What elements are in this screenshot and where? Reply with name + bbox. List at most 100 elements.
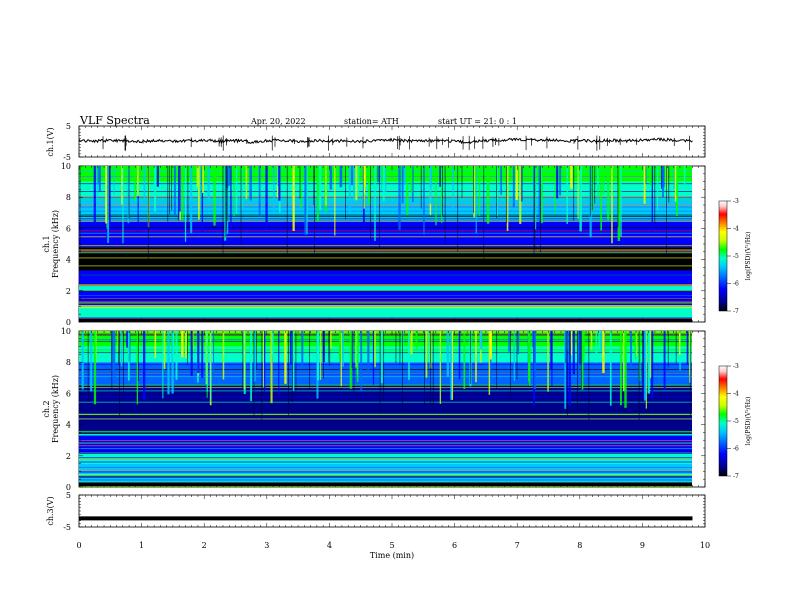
spec1-hline <box>79 227 692 229</box>
spec1-streak <box>515 166 518 201</box>
spec2-streak <box>508 331 510 352</box>
spec2-streak <box>638 331 641 382</box>
spec1-streak <box>339 166 342 188</box>
spec1-spike <box>286 166 288 255</box>
ch1-spectrogram <box>79 166 692 322</box>
spec2-streak <box>463 331 466 390</box>
spec1-spike <box>617 166 619 228</box>
spec2-streak <box>547 331 549 392</box>
spec2-spike <box>642 331 644 403</box>
spec1-streak <box>520 166 523 202</box>
spec1-spike <box>313 166 315 205</box>
spec2-streak <box>181 331 184 358</box>
spec2-hline <box>79 352 692 354</box>
spec1-streak <box>334 166 336 236</box>
spec1-spike <box>378 166 380 250</box>
spec2-streak <box>360 331 363 392</box>
spec1-hline <box>79 236 692 238</box>
spec1-hline <box>79 232 692 234</box>
spec2-hline <box>79 373 692 375</box>
spec1-streak <box>661 166 664 198</box>
spec2-hline <box>79 339 692 341</box>
spec1-streak <box>241 166 243 210</box>
spec2-spike <box>309 331 311 390</box>
spec2-spike <box>87 331 89 400</box>
spec1-streak <box>348 166 351 215</box>
spec1-streak <box>538 166 541 222</box>
spec1-spike <box>187 166 189 228</box>
spec2-streak <box>126 331 129 348</box>
ch1-colorbar: -3 -4 -5 -6 -7 log(PSD)(V²/Hz) <box>718 198 752 315</box>
spec2-streak <box>634 331 637 360</box>
spec2-spike <box>118 331 120 364</box>
spec1-streak <box>368 166 371 204</box>
spec2-streak <box>320 331 322 380</box>
spec1-hline <box>79 305 692 306</box>
spec1-spike <box>496 166 497 219</box>
spec2-hline <box>79 479 692 481</box>
spec2-hline <box>79 352 692 353</box>
spec2-streak <box>619 331 622 406</box>
spec2-hline <box>79 462 692 463</box>
spec2-streak <box>367 331 370 370</box>
spec1-spike <box>240 166 242 245</box>
spec2-streak <box>355 331 357 368</box>
spec2-streak <box>630 331 632 366</box>
spec2-hline <box>79 414 692 416</box>
spec2-streak <box>532 331 534 348</box>
spec2-streak <box>624 331 627 408</box>
spec2-streak <box>427 331 430 359</box>
spec1-hline <box>79 206 692 208</box>
start-time-label: start UT = 21: 0 : 1 <box>438 117 517 126</box>
ch1-spec-y-tick-label: 10 <box>61 162 71 171</box>
ch2-spec-y-tick-label: 8 <box>66 358 71 367</box>
spec1-streak <box>519 166 522 225</box>
spec1-band <box>79 286 692 291</box>
spec1-hline <box>79 265 692 267</box>
spec1-streak <box>398 166 401 230</box>
spec1-streak <box>265 166 268 230</box>
spec1-spike <box>167 166 169 222</box>
ch1-spec-y-tick-label: 8 <box>66 193 71 202</box>
spec1-streak <box>651 166 654 231</box>
spec1-spike <box>128 166 130 219</box>
spec2-band <box>79 482 692 487</box>
spec2-streak <box>338 331 342 362</box>
ch3-waveform-frame <box>78 494 706 528</box>
spec1-streak <box>429 166 432 188</box>
spec2-streak <box>301 331 304 366</box>
spec1-streak <box>233 166 235 217</box>
spec1-streak <box>121 166 124 205</box>
spec1-hline <box>79 295 692 296</box>
spec2-streak <box>533 331 536 390</box>
spec1-streak <box>93 166 96 226</box>
spec1-streak <box>556 166 559 199</box>
spec2-streak <box>253 331 256 382</box>
ch3-voltage-axis-label: ch.3(V) <box>46 496 55 525</box>
time-axis-label: Time (min) <box>370 551 414 560</box>
spec1-streak <box>173 166 176 215</box>
spec2-hline <box>79 479 692 481</box>
spec2-spike <box>424 331 425 406</box>
spec2-hline <box>79 466 692 468</box>
ch1-waveform-spikes <box>102 135 690 151</box>
spec1-streak <box>566 166 568 225</box>
x-tick-label: 7 <box>515 541 520 550</box>
spec2-streak <box>201 331 204 378</box>
spec2-streak <box>475 331 477 383</box>
spec2-hline <box>79 472 692 473</box>
spec2-streak <box>644 331 647 401</box>
spec2-streak <box>663 331 666 390</box>
spec2-streak <box>142 331 146 401</box>
spec2-streak <box>120 331 123 367</box>
spec2-streak <box>651 331 654 398</box>
spec2-streak <box>527 331 530 382</box>
x-tick-label: 3 <box>264 541 269 550</box>
spec1-streak <box>278 166 281 201</box>
spec2-band <box>79 385 692 431</box>
spec2-spike <box>329 331 331 366</box>
spec1-streak <box>249 166 252 201</box>
spec2-streak <box>577 331 580 377</box>
spec2-band <box>79 452 692 464</box>
